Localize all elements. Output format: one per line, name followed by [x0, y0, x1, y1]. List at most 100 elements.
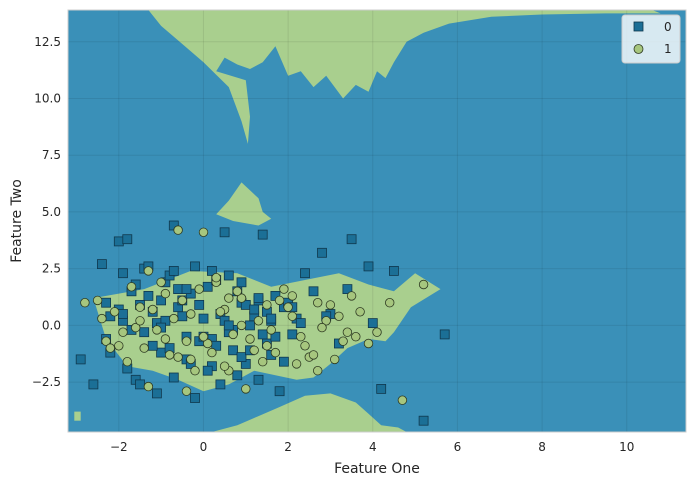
point-class-0: [156, 347, 167, 358]
point-class-1: [296, 332, 306, 342]
point-class-0: [147, 340, 158, 351]
y-tick-label: 12.5: [34, 35, 61, 49]
point-class-1: [313, 298, 323, 308]
point-class-1: [385, 298, 395, 308]
point-class-1: [351, 332, 361, 342]
point-class-0: [113, 236, 124, 247]
legend-marker-class-1: [633, 44, 644, 54]
point-class-0: [376, 383, 387, 394]
point-class-1: [258, 357, 268, 367]
point-class-1: [224, 293, 234, 303]
point-class-1: [291, 359, 302, 369]
point-class-0: [300, 268, 310, 279]
point-class-1: [198, 332, 209, 342]
y-tick-label: −2.5: [32, 375, 61, 389]
point-class-0: [168, 265, 179, 276]
point-class-0: [75, 354, 86, 365]
y-tick-label: 10.0: [34, 91, 61, 105]
point-class-0: [156, 295, 167, 306]
point-class-0: [97, 259, 107, 270]
point-class-1: [173, 225, 183, 235]
x-tick-label: 6: [454, 440, 462, 454]
point-class-0: [198, 313, 209, 324]
legend-label-class-1: 1: [664, 42, 672, 56]
point-class-1: [270, 347, 281, 358]
point-class-0: [236, 277, 247, 288]
point-class-1: [135, 302, 145, 312]
point-class-0: [266, 313, 277, 324]
point-class-1: [186, 309, 196, 319]
point-class-1: [143, 266, 154, 276]
point-class-1: [139, 343, 149, 353]
point-class-1: [160, 288, 171, 299]
point-class-0: [236, 352, 247, 363]
y-tick-labels: −2.5 0.0 2.5 5.0 7.5 10.0 12.5: [32, 35, 61, 389]
point-class-0: [88, 379, 99, 390]
point-class-1: [372, 327, 382, 337]
x-tick-label: 0: [200, 440, 208, 454]
point-class-0: [270, 331, 281, 342]
point-class-1: [190, 366, 200, 376]
point-class-0: [101, 297, 111, 308]
point-class-1: [363, 338, 374, 349]
point-class-0: [190, 393, 200, 403]
point-class-1: [156, 277, 166, 288]
point-class-1: [186, 354, 196, 365]
point-class-1: [97, 313, 107, 324]
point-class-1: [287, 291, 298, 301]
point-class-0: [135, 379, 145, 390]
point-class-1: [334, 311, 344, 322]
x-tick-label: 10: [619, 440, 634, 454]
point-class-0: [346, 234, 357, 245]
point-class-0: [151, 388, 162, 399]
point-class-0: [367, 318, 378, 329]
point-class-1: [160, 334, 171, 344]
point-class-0: [122, 234, 133, 245]
point-class-1: [283, 302, 293, 312]
point-class-0: [194, 299, 205, 310]
point-class-1: [194, 284, 204, 294]
point-class-1: [241, 384, 251, 394]
point-class-0: [274, 386, 285, 397]
point-class-1: [152, 325, 162, 335]
point-class-0: [245, 320, 255, 331]
point-class-0: [249, 304, 260, 315]
x-tick-label: 8: [538, 440, 546, 454]
point-class-1: [135, 316, 145, 326]
point-class-0: [253, 293, 264, 304]
point-class-0: [228, 345, 239, 356]
x-tick-label: 2: [284, 440, 292, 454]
point-class-0: [206, 265, 217, 276]
point-class-1: [181, 336, 192, 346]
point-class-0: [295, 318, 306, 329]
point-class-0: [139, 327, 150, 338]
point-class-0: [388, 265, 399, 276]
point-class-1: [143, 381, 154, 392]
point-class-1: [330, 354, 340, 365]
point-class-0: [363, 261, 374, 272]
point-class-1: [198, 227, 209, 238]
point-class-0: [278, 356, 289, 367]
y-tick-label: 5.0: [42, 205, 61, 219]
point-class-1: [236, 293, 247, 303]
point-class-1: [228, 329, 238, 340]
point-class-1: [118, 327, 128, 337]
point-class-1: [287, 311, 298, 322]
point-class-1: [253, 316, 264, 326]
point-class-0: [118, 309, 128, 319]
point-class-1: [211, 273, 221, 283]
point-class-0: [287, 329, 298, 340]
point-class-1: [232, 286, 243, 297]
x-axis-label: Feature One: [334, 461, 420, 477]
point-class-0: [202, 281, 213, 292]
y-axis-label: Feature Two: [9, 179, 25, 263]
point-class-1: [262, 341, 272, 351]
legend-marker-class-0: [633, 21, 644, 32]
x-tick-labels: −2 0 2 4 6 8 10: [110, 440, 634, 454]
legend: 0 1: [621, 14, 681, 64]
point-class-1: [109, 307, 120, 317]
point-class-0: [215, 379, 226, 390]
point-class-1: [219, 361, 230, 371]
point-class-1: [313, 366, 323, 376]
point-class-0: [143, 290, 154, 301]
